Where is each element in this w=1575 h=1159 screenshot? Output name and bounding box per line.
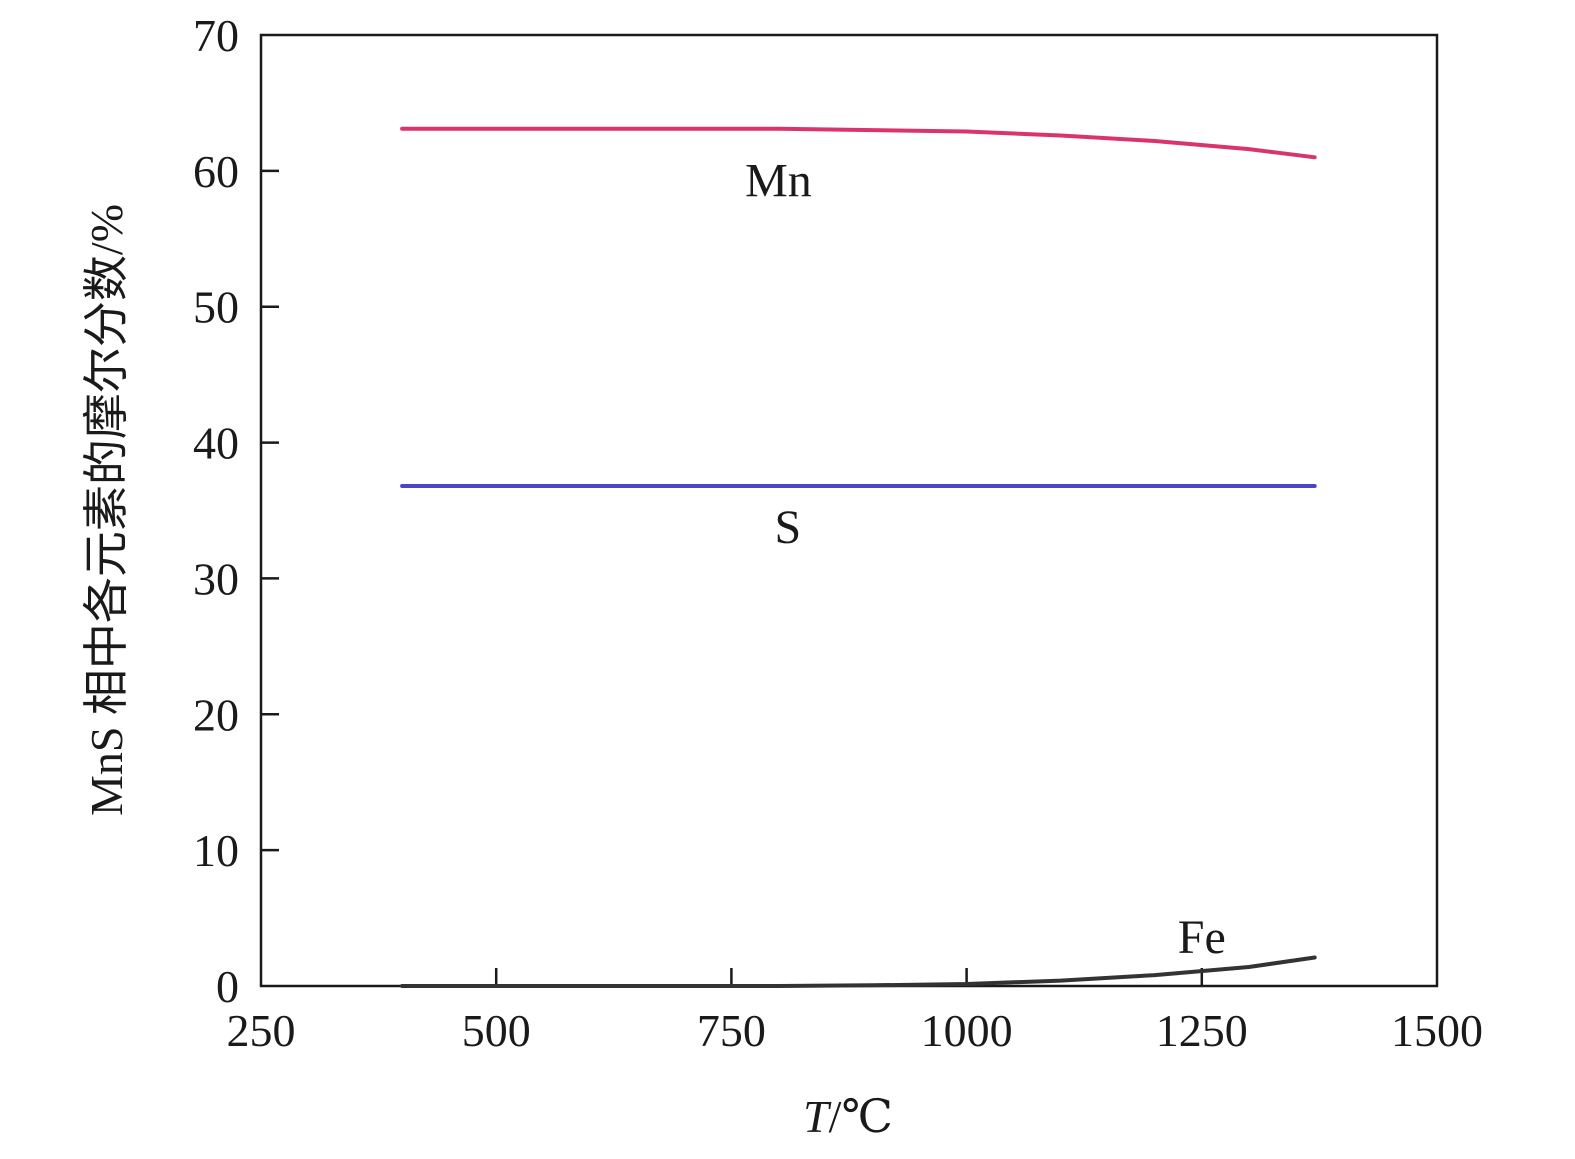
x-tick-label: 750 — [697, 1005, 766, 1056]
y-tick-label: 30 — [193, 553, 239, 604]
x-axis-label-var: T — [803, 1091, 832, 1142]
series-label-fe: Fe — [1178, 911, 1226, 964]
y-tick-label: 40 — [193, 418, 239, 469]
x-tick-label: 1000 — [921, 1005, 1013, 1056]
x-tick-label: 1250 — [1156, 1005, 1248, 1056]
series-label-mn: Mn — [745, 154, 812, 207]
plot-border — [259, 33, 1439, 988]
annotation-layer: Mn S Fe — [745, 154, 1226, 964]
y-tick-label: 10 — [193, 825, 239, 876]
x-axis-label: T/℃ — [803, 1091, 893, 1142]
x-axis-label-unit: /℃ — [829, 1091, 893, 1142]
y-tick-label: 60 — [193, 146, 239, 197]
y-tick-label: 70 — [193, 10, 239, 61]
y-tick-label: 0 — [216, 961, 239, 1012]
x-tick-label: 250 — [227, 1005, 296, 1056]
series-line-mn — [400, 126, 1317, 160]
y-axis: 0 10 20 30 40 50 60 70 — [193, 10, 279, 1012]
series-label-s: S — [774, 501, 801, 554]
x-axis: 250 500 750 1000 1250 1500 — [227, 968, 1483, 1056]
series-layer — [400, 126, 1317, 988]
series-line-fe — [400, 955, 1317, 988]
x-tick-label: 1500 — [1391, 1005, 1483, 1056]
x-tick-label: 500 — [462, 1005, 531, 1056]
y-tick-label: 50 — [193, 282, 239, 333]
y-axis-label: MnS 相中各元素的摩尔分数/% — [81, 204, 132, 816]
y-tick-label: 20 — [193, 689, 239, 740]
plot-frame — [259, 33, 1439, 988]
